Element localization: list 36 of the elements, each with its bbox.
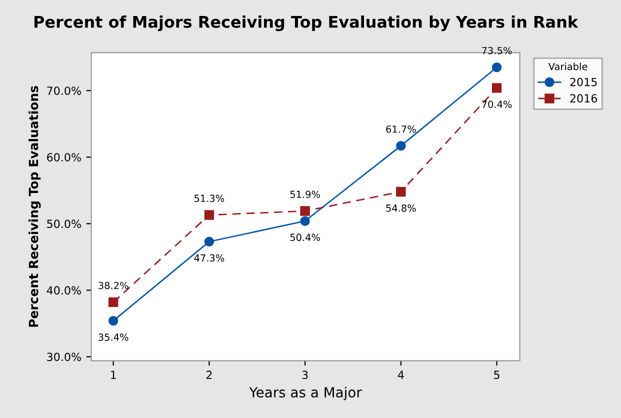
data-label: 50.4%: [290, 234, 320, 242]
data-label: 73.5%: [482, 46, 512, 54]
point: [396, 140, 406, 151]
data-label: 54.8%: [386, 204, 416, 212]
point: [300, 216, 310, 226]
data-label: 38.2%: [98, 282, 128, 290]
data-label: 51.3%: [194, 194, 224, 202]
data-label: 47.3%: [194, 254, 224, 262]
y-tick-label: 30.0%: [47, 352, 81, 362]
legend-title: Variable: [548, 62, 588, 70]
x-tick-label: 4: [398, 370, 404, 379]
y-axis-title: Percent Receiving Top Evaluations: [28, 86, 41, 327]
x-tick-label: 1: [111, 370, 116, 379]
y-tick-label: 60.0%: [47, 153, 81, 162]
point: [108, 297, 118, 308]
x-tick-label: 3: [302, 370, 308, 380]
point: [108, 316, 118, 326]
point: [396, 186, 406, 197]
point: [492, 62, 502, 72]
data-label: 70.4%: [482, 100, 512, 108]
y-tick-label: 40.0%: [46, 286, 81, 295]
data-label: 61.7%: [386, 125, 416, 133]
x-axis-title: Years as a Major: [249, 386, 362, 400]
point: [300, 206, 310, 216]
x-tick-label: 2: [206, 370, 212, 379]
point: [204, 210, 214, 220]
legend-label: 2016: [570, 94, 598, 103]
data-label: 51.9%: [290, 190, 320, 198]
data-label: 35.4%: [98, 333, 128, 341]
x-tick-label: 5: [494, 370, 500, 380]
point: [204, 236, 214, 246]
legend-label: 2015: [570, 78, 597, 86]
point: [492, 83, 502, 93]
y-tick-label: 50.0%: [47, 220, 81, 228]
chart-title: Percent of Majors Receiving Top Evaluation by Years in Rank: [34, 16, 578, 32]
y-tick-label: 70.0%: [47, 86, 81, 95]
